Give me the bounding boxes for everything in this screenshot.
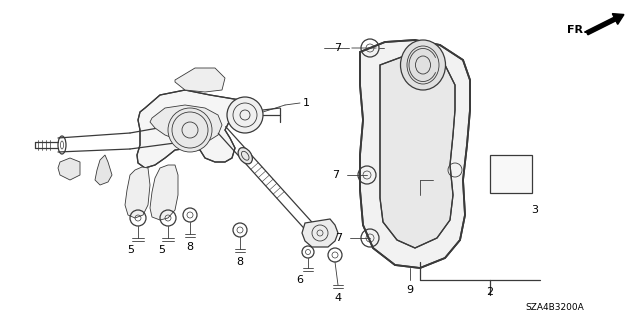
Polygon shape — [58, 158, 80, 180]
Text: 4: 4 — [335, 293, 342, 303]
Text: 8: 8 — [236, 257, 244, 267]
Text: 7: 7 — [335, 233, 342, 243]
Text: 8: 8 — [186, 242, 193, 252]
Circle shape — [227, 97, 263, 133]
Polygon shape — [380, 52, 455, 248]
Text: 7: 7 — [334, 43, 341, 53]
FancyArrow shape — [586, 14, 624, 35]
Polygon shape — [125, 167, 150, 218]
Circle shape — [168, 108, 212, 152]
Text: 9: 9 — [406, 285, 413, 295]
Text: FR.: FR. — [567, 25, 588, 35]
Polygon shape — [175, 68, 225, 92]
Text: 2: 2 — [486, 287, 493, 297]
Polygon shape — [150, 105, 222, 142]
Polygon shape — [95, 155, 112, 185]
Polygon shape — [150, 165, 178, 220]
Polygon shape — [302, 219, 338, 247]
Ellipse shape — [401, 40, 445, 90]
Text: 7: 7 — [332, 170, 339, 180]
Polygon shape — [360, 40, 470, 268]
Text: 5: 5 — [159, 245, 166, 255]
Text: 5: 5 — [127, 245, 134, 255]
Bar — [490, 155, 532, 193]
Polygon shape — [137, 90, 250, 168]
Text: 6: 6 — [296, 275, 303, 285]
Text: 3: 3 — [531, 205, 538, 215]
Text: 1: 1 — [303, 98, 310, 108]
Text: SZA4B3200A: SZA4B3200A — [525, 303, 584, 313]
Ellipse shape — [238, 148, 252, 164]
